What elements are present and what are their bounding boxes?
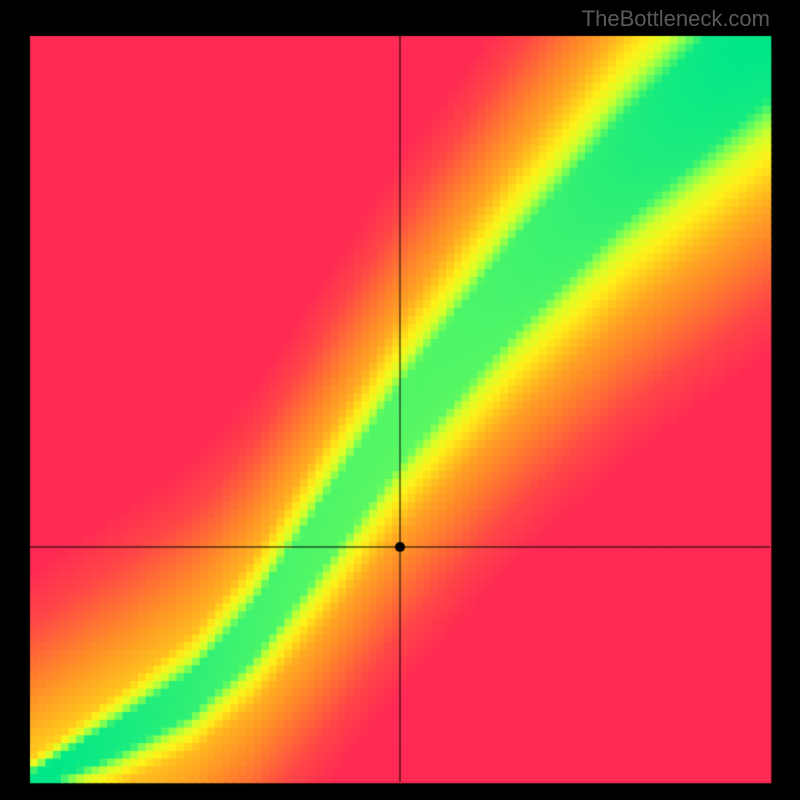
chart-container: TheBottleneck.com bbox=[0, 0, 800, 800]
watermark-text: TheBottleneck.com bbox=[582, 6, 770, 32]
bottleneck-heatmap bbox=[0, 0, 800, 800]
